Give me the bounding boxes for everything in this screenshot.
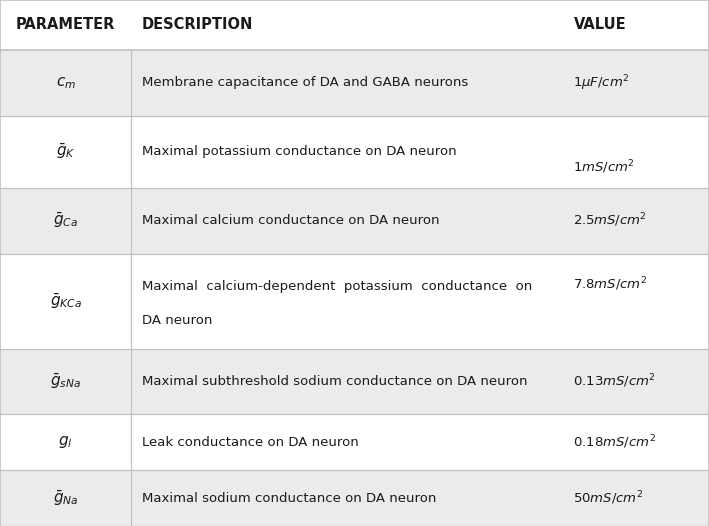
Text: Membrane capacitance of DA and GABA neurons: Membrane capacitance of DA and GABA neur… — [142, 76, 468, 89]
Bar — [0, 254, 709, 349]
Text: $\bar{g}_{Na}$: $\bar{g}_{Na}$ — [52, 489, 79, 508]
Bar — [0, 0, 709, 50]
Bar — [0, 116, 709, 188]
Bar — [0, 414, 709, 470]
Bar — [0, 50, 709, 116]
Text: Maximal sodium conductance on DA neuron: Maximal sodium conductance on DA neuron — [142, 492, 436, 504]
Text: $c_m$: $c_m$ — [55, 75, 76, 90]
Text: $0.13mS /cm^2$: $0.13mS /cm^2$ — [573, 373, 656, 390]
Text: $50mS /cm^2$: $50mS /cm^2$ — [573, 489, 643, 507]
Text: $\bar{g}_{Ca}$: $\bar{g}_{Ca}$ — [53, 211, 78, 230]
Text: $1mS /cm^2$: $1mS /cm^2$ — [573, 159, 635, 176]
Text: Maximal calcium conductance on DA neuron: Maximal calcium conductance on DA neuron — [142, 214, 440, 227]
Text: DA neuron: DA neuron — [142, 313, 212, 327]
Bar — [0, 470, 709, 526]
Text: $\bar{g}_K$: $\bar{g}_K$ — [56, 142, 75, 161]
Text: Maximal  calcium-dependent  potassium  conductance  on: Maximal calcium-dependent potassium cond… — [142, 280, 532, 294]
Text: Leak conductance on DA neuron: Leak conductance on DA neuron — [142, 436, 359, 449]
Text: Maximal potassium conductance on DA neuron: Maximal potassium conductance on DA neur… — [142, 145, 457, 158]
Text: $7.8mS /cm^2$: $7.8mS /cm^2$ — [573, 275, 647, 293]
Text: $2.5mS /cm^2$: $2.5mS /cm^2$ — [573, 212, 647, 229]
Text: PARAMETER: PARAMETER — [16, 17, 116, 33]
Text: $0.18mS /cm^2$: $0.18mS /cm^2$ — [573, 433, 656, 451]
Text: $\bar{g}_{KCa}$: $\bar{g}_{KCa}$ — [50, 291, 82, 311]
Text: DESCRIPTION: DESCRIPTION — [142, 17, 253, 33]
Text: VALUE: VALUE — [574, 17, 627, 33]
Text: $\bar{g}_{sNa}$: $\bar{g}_{sNa}$ — [50, 372, 82, 391]
Text: Maximal subthreshold sodium conductance on DA neuron: Maximal subthreshold sodium conductance … — [142, 375, 527, 388]
Bar — [0, 349, 709, 414]
Text: $1\mu F /cm^2$: $1\mu F /cm^2$ — [573, 73, 630, 93]
Text: $g_l$: $g_l$ — [58, 434, 73, 450]
Bar — [0, 188, 709, 254]
